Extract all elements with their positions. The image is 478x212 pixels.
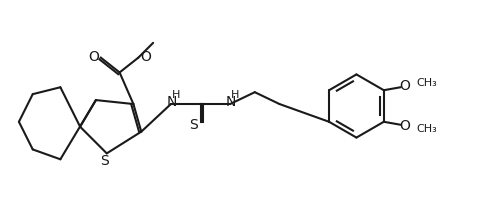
Text: H: H — [172, 90, 180, 100]
Text: O: O — [88, 50, 99, 64]
Text: N: N — [167, 95, 177, 109]
Text: CH₃: CH₃ — [416, 78, 437, 88]
Text: O: O — [399, 79, 410, 93]
Text: H: H — [231, 90, 239, 100]
Text: CH₃: CH₃ — [416, 124, 437, 134]
Text: O: O — [140, 50, 151, 64]
Text: N: N — [226, 95, 236, 109]
Text: S: S — [189, 118, 198, 132]
Text: S: S — [100, 154, 109, 168]
Text: O: O — [399, 119, 410, 133]
